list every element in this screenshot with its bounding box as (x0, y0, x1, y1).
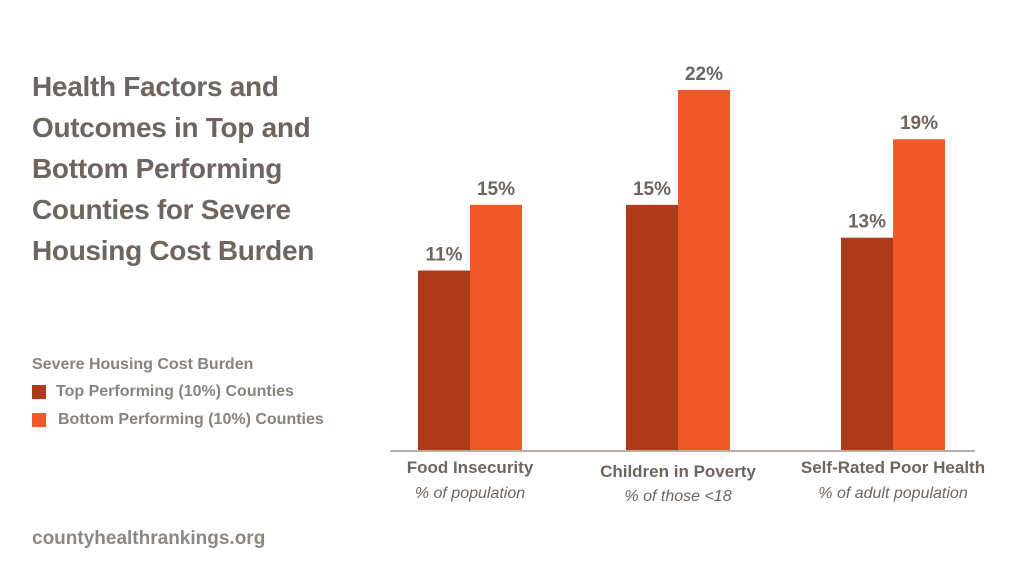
legend-item-bottom: Bottom Performing (10%) Counties (32, 411, 324, 429)
data-label: 13% (848, 212, 886, 233)
title-line: Health Factors and (32, 71, 279, 102)
data-label: 15% (477, 179, 515, 200)
category-subtitle: % of population (415, 485, 525, 502)
category-subtitle: % of adult population (818, 485, 968, 502)
chart-title: Health Factors and Outcomes in Top and B… (32, 66, 362, 271)
title-line: Housing Cost Burden (32, 235, 315, 266)
bars-group (418, 90, 945, 451)
category-label: Food Insecurity (407, 458, 534, 477)
labels-group: 11% 15% Food Insecurity % of population 15% 2… (407, 64, 985, 505)
data-label: 19% (900, 113, 938, 134)
data-label: 11% (426, 245, 463, 266)
bar-bottom-1 (678, 90, 730, 451)
data-label: 22% (685, 64, 723, 85)
category-subtitle: % of those <18 (624, 488, 731, 505)
bar-top-0 (418, 270, 470, 451)
title-line: Counties for Severe (32, 194, 291, 225)
source-link[interactable]: countyhealthrankings.org (32, 528, 266, 549)
title-line: Outcomes in Top and (32, 112, 311, 143)
legend-label-bottom: Bottom Performing (10%) Counties (58, 411, 324, 428)
legend-item-top: Top Performing (10%) Counties (32, 383, 294, 401)
category-label: Children in Poverty (600, 462, 756, 481)
category-label: Self-Rated Poor Health (801, 458, 985, 477)
bar-top-1 (626, 204, 678, 451)
bar-top-2 (841, 237, 893, 451)
title-line: Bottom Performing (32, 153, 283, 184)
data-label: 15% (633, 179, 671, 200)
legend-title: Severe Housing Cost Burden (32, 356, 254, 373)
legend-swatch-bottom (32, 413, 46, 427)
bar-bottom-2 (893, 139, 945, 451)
legend-swatch-top (32, 385, 46, 399)
legend-label-top: Top Performing (10%) Counties (56, 383, 294, 400)
bar-bottom-0 (470, 204, 522, 451)
